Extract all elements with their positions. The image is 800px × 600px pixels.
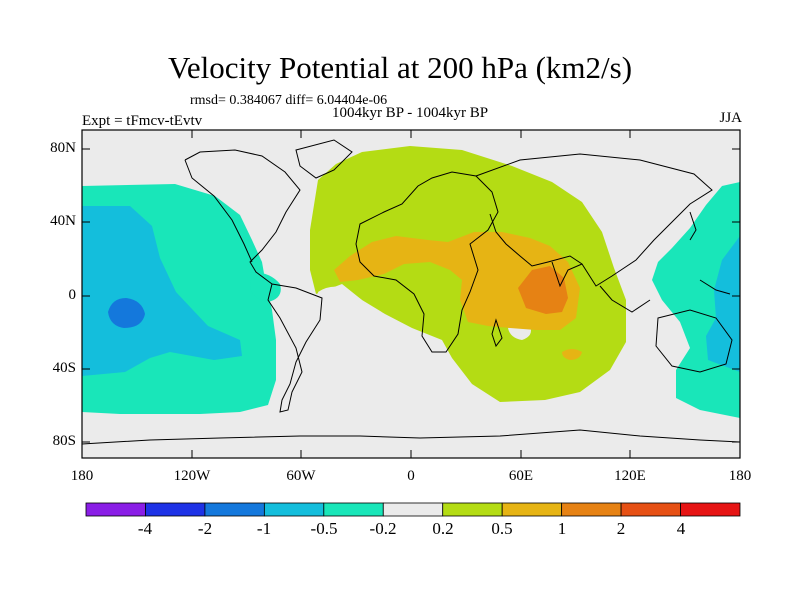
experiment-label: Expt = tFmcv-tEvtv xyxy=(82,113,203,129)
colorbar-swatch xyxy=(85,502,146,517)
colorbar-swatch xyxy=(561,502,622,517)
contour-negative-pacific-west-core xyxy=(108,298,145,328)
colorbar-swatch xyxy=(501,502,563,517)
colorbar-swatch xyxy=(680,502,741,517)
colorbar-label: -0.5 xyxy=(310,519,338,538)
colorbar-label: 0.2 xyxy=(432,519,454,538)
colorbar-label: -2 xyxy=(197,519,213,538)
colorbar-label: 0.5 xyxy=(491,519,513,538)
lat-label-80s: 80S xyxy=(52,433,76,449)
subtitle: 1004kyr BP - 1004kyr BP xyxy=(331,105,489,121)
colorbar-label: -0.2 xyxy=(369,519,397,538)
map-plot-area xyxy=(82,130,740,458)
colorbar-swatch xyxy=(263,502,325,517)
colorbar-label: 2 xyxy=(616,519,626,538)
contour-positive-orange xyxy=(334,232,580,330)
colorbar-swatch xyxy=(145,502,206,517)
lat-label-40s: 40S xyxy=(52,360,76,376)
colorbar-label: 4 xyxy=(676,519,686,538)
lat-label-40n: 40N xyxy=(50,213,76,229)
contour-negative-pacific-east-inner xyxy=(706,236,740,372)
colorbar-label: -4 xyxy=(137,519,153,538)
lon-label-120e: 120E xyxy=(614,468,646,484)
colorbar-label: -1 xyxy=(256,519,272,538)
colorbar-swatch xyxy=(442,502,503,517)
lat-label-0: 0 xyxy=(68,287,77,303)
contour-negative-central-america xyxy=(250,272,281,302)
colorbar xyxy=(85,502,741,517)
coastlines xyxy=(82,139,740,445)
contour-negative-pacific-west-inner xyxy=(82,206,242,376)
lon-label-180e: 180 xyxy=(728,468,752,484)
lat-ticks xyxy=(82,148,740,443)
colorbar-label: 1 xyxy=(557,519,567,538)
stats-text: rmsd= 0.384067 diff= 6.04404e-06 xyxy=(190,93,388,108)
contour-positive-dark-orange xyxy=(518,266,568,314)
lon-label-180w: 180 xyxy=(70,468,94,484)
contour-gap-atlantic xyxy=(318,286,392,339)
lon-label-0: 0 xyxy=(407,468,415,484)
lon-label-60e: 60E xyxy=(508,468,534,484)
colorbar-swatch xyxy=(620,502,681,517)
colorbar-swatch xyxy=(382,502,444,517)
lon-label-120w: 120W xyxy=(173,468,211,484)
season-label: JJA xyxy=(719,110,742,126)
lat-label-80n: 80N xyxy=(50,140,76,156)
map-title: Velocity Potential at 200 hPa (km2/s) xyxy=(167,50,633,85)
lon-label-60w: 60W xyxy=(286,468,316,484)
contour-positive-orange-small xyxy=(562,349,582,360)
colorbar-swatch xyxy=(323,502,384,517)
lon-ticks xyxy=(191,130,631,458)
colorbar-swatch xyxy=(204,502,265,517)
